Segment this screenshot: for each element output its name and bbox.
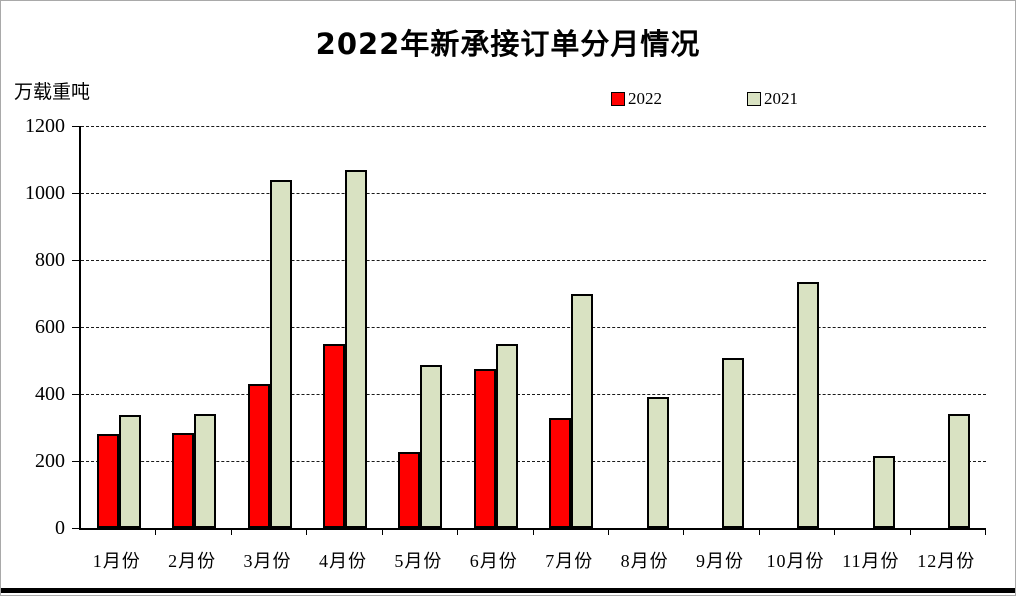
bar-2022-7月份 bbox=[549, 418, 572, 528]
x-label-12月份: 12月份 bbox=[917, 551, 976, 571]
y-tick-200 bbox=[72, 461, 79, 462]
bar-2021-7月份 bbox=[571, 294, 594, 528]
y-tick-400 bbox=[72, 394, 79, 395]
legend-label-2022: 2022 bbox=[628, 89, 662, 108]
legend-swatch-2021 bbox=[747, 92, 761, 106]
y-tick-800 bbox=[72, 260, 79, 261]
bottom-divider bbox=[1, 588, 1015, 593]
x-label-3月份: 3月份 bbox=[243, 551, 292, 571]
y-label-1200: 1200 bbox=[25, 115, 65, 137]
x-tick-10 bbox=[834, 530, 836, 535]
x-label-2月份: 2月份 bbox=[168, 551, 217, 571]
bar-2021-12月份 bbox=[948, 414, 971, 528]
bar-2022-4月份 bbox=[322, 344, 345, 528]
y-label-200: 200 bbox=[35, 450, 65, 472]
y-axis-unit-label: 万载重吨 bbox=[14, 82, 91, 103]
y-tick-600 bbox=[72, 327, 79, 328]
x-tick-12 bbox=[985, 530, 986, 535]
x-tick-4 bbox=[381, 530, 383, 535]
gridline-1000 bbox=[81, 193, 986, 194]
bar-2021-2月份 bbox=[194, 414, 217, 528]
x-tick-5 bbox=[457, 530, 459, 535]
x-tick-7 bbox=[607, 530, 609, 535]
y-label-1000: 1000 bbox=[25, 182, 65, 204]
legend-item-2021: 2021 bbox=[747, 89, 798, 108]
x-tick-2 bbox=[230, 530, 232, 535]
bar-2021-1月份 bbox=[118, 415, 141, 528]
bar-2021-3月份 bbox=[269, 180, 292, 528]
x-label-11月份: 11月份 bbox=[842, 551, 900, 571]
bar-2022-2月份 bbox=[172, 433, 195, 528]
y-tick-1200 bbox=[72, 126, 79, 127]
y-label-600: 600 bbox=[35, 316, 65, 338]
chart-title: 2022年新承接订单分月情况 bbox=[315, 27, 701, 61]
legend: 2022 2021 bbox=[1, 89, 1015, 109]
y-label-0: 0 bbox=[55, 517, 65, 539]
bar-2021-6月份 bbox=[495, 344, 518, 528]
plot-area bbox=[72, 126, 986, 535]
bar-2021-9月份 bbox=[722, 358, 745, 528]
bar-2022-5月份 bbox=[398, 452, 421, 528]
x-tick-6 bbox=[532, 530, 534, 535]
x-tick-8 bbox=[683, 530, 685, 535]
x-label-10月份: 10月份 bbox=[766, 551, 825, 571]
y-label-400: 400 bbox=[35, 383, 65, 405]
bar-2021-8月份 bbox=[646, 397, 669, 528]
x-label-4月份: 4月份 bbox=[318, 551, 367, 571]
bar-2021-4月份 bbox=[344, 170, 367, 528]
x-label-1月份: 1月份 bbox=[92, 551, 141, 571]
x-tick-11 bbox=[909, 530, 911, 535]
y-tick-0 bbox=[72, 528, 79, 529]
gridline-800 bbox=[81, 260, 986, 261]
bar-2022-1月份 bbox=[96, 434, 119, 528]
x-label-9月份: 9月份 bbox=[696, 551, 745, 571]
x-label-6月份: 6月份 bbox=[469, 551, 518, 571]
x-label-7月份: 7月份 bbox=[545, 551, 594, 571]
bar-2022-3月份 bbox=[247, 384, 270, 528]
bar-2021-5月份 bbox=[420, 365, 443, 528]
x-tick-3 bbox=[306, 530, 308, 535]
x-tick-9 bbox=[758, 530, 760, 535]
bar-2021-10月份 bbox=[797, 282, 820, 528]
x-label-8月份: 8月份 bbox=[620, 551, 669, 571]
legend-swatch-2022 bbox=[611, 92, 625, 106]
x-label-5月份: 5月份 bbox=[394, 551, 443, 571]
y-tick-1000 bbox=[72, 193, 79, 194]
legend-item-2022: 2022 bbox=[611, 89, 662, 108]
x-tick-1 bbox=[155, 530, 157, 535]
y-label-800: 800 bbox=[35, 249, 65, 271]
gridline-1200 bbox=[81, 126, 986, 127]
legend-label-2021: 2021 bbox=[764, 89, 798, 108]
gridline-400 bbox=[81, 394, 986, 395]
gridline-200 bbox=[81, 461, 986, 462]
gridline-600 bbox=[81, 327, 986, 328]
bar-2022-6月份 bbox=[473, 369, 496, 528]
bar-2021-11月份 bbox=[872, 456, 895, 528]
